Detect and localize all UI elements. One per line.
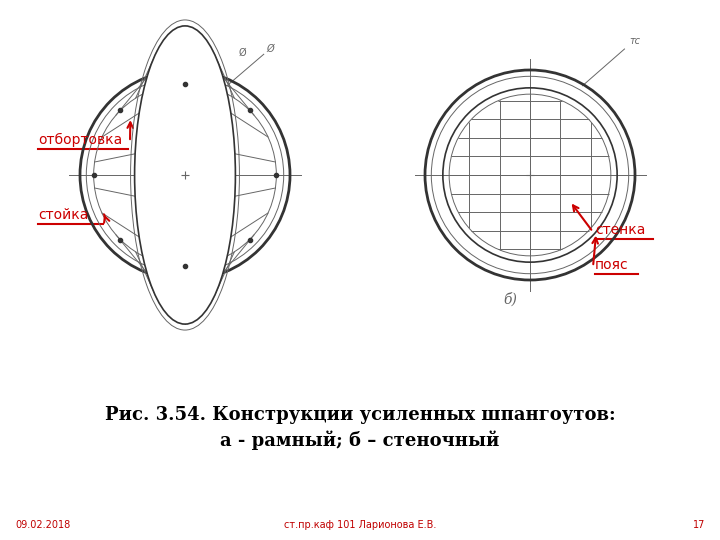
Text: а): а) xyxy=(163,293,177,307)
Text: стойка: стойка xyxy=(38,208,89,222)
Text: 09.02.2018: 09.02.2018 xyxy=(15,520,71,530)
Text: б): б) xyxy=(503,293,517,307)
Text: Ø: Ø xyxy=(266,44,274,54)
Text: тс: тс xyxy=(629,36,641,46)
Ellipse shape xyxy=(135,26,235,324)
Text: Ø: Ø xyxy=(239,48,246,57)
Text: Рис. 3.54. Конструкции усиленных шпангоутов:: Рис. 3.54. Конструкции усиленных шпангоу… xyxy=(104,406,616,424)
Text: стенка: стенка xyxy=(595,223,645,237)
Text: отбортовка: отбортовка xyxy=(38,133,122,147)
Text: 17: 17 xyxy=(693,520,705,530)
Text: ст.пр.каф 101 Ларионова Е.В.: ст.пр.каф 101 Ларионова Е.В. xyxy=(284,520,436,530)
Text: пояс: пояс xyxy=(595,258,629,272)
Text: а - рамный; б – стеночный: а - рамный; б – стеночный xyxy=(220,430,500,450)
